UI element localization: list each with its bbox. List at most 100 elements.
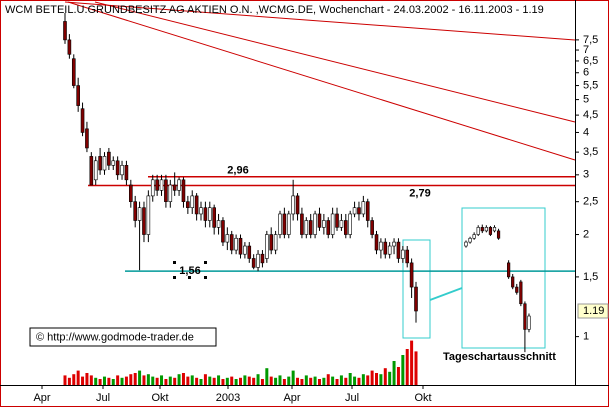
volume-bar — [186, 376, 190, 385]
volume-bar — [296, 377, 300, 385]
y-tick-label: 4,5 — [583, 109, 598, 121]
candle-body — [80, 108, 85, 133]
volume-bar — [278, 375, 282, 385]
volume-bar — [72, 374, 76, 385]
volume-bar — [155, 377, 159, 385]
last-price-box — [577, 303, 609, 319]
trend-line — [64, 1, 576, 41]
candle-body — [374, 234, 379, 251]
volume-bar — [133, 373, 137, 385]
candle-body — [251, 258, 256, 268]
y-tick-label: 5,5 — [583, 79, 598, 91]
candle-body — [172, 184, 177, 191]
candle-body — [212, 207, 216, 228]
volume-bar — [260, 379, 264, 385]
volume-bar — [291, 370, 295, 385]
volume-bar — [344, 377, 348, 385]
volume-bar — [164, 379, 168, 385]
volume-bar — [357, 377, 361, 385]
volume-bar — [98, 379, 102, 385]
candle-body — [361, 201, 366, 215]
candle-body — [133, 201, 137, 221]
candle-body — [186, 201, 190, 208]
volume-bar — [63, 375, 67, 385]
volume-bar — [388, 371, 392, 385]
volume-bar — [370, 370, 374, 385]
volume-bar — [243, 375, 247, 385]
volume-bar — [89, 375, 93, 385]
candle-body — [488, 227, 493, 235]
candle-body — [383, 241, 388, 255]
volume-bar — [410, 340, 414, 385]
volume-bar — [287, 376, 291, 385]
candle-body — [480, 227, 484, 232]
candle-body — [155, 179, 159, 191]
x-tick-label: Jul — [96, 392, 110, 404]
candle-body — [76, 85, 80, 106]
candle-body — [124, 165, 129, 181]
candle-body — [472, 234, 476, 239]
candle-body — [308, 220, 313, 235]
volume-bar — [361, 374, 365, 385]
candle-body — [357, 207, 361, 215]
volume-bar — [138, 370, 142, 385]
candle-body — [286, 213, 291, 235]
volume-bar — [81, 376, 85, 385]
volume-bar — [331, 376, 335, 385]
y-tick-label: 3,5 — [583, 146, 598, 158]
y-tick-label: 6,5 — [583, 55, 598, 67]
volume-bar — [230, 376, 234, 385]
y-tick-label: 7,5 — [583, 34, 598, 46]
candle-body — [370, 220, 374, 235]
candle-body — [343, 220, 348, 235]
candle-body — [225, 234, 230, 243]
volume-bar — [401, 355, 405, 385]
candle-body — [379, 241, 383, 251]
candle-body — [115, 160, 120, 176]
candle-body — [330, 213, 335, 235]
x-tick-label: Apr — [33, 392, 50, 404]
volume-bar — [142, 375, 146, 385]
candle-body — [405, 249, 410, 264]
y-tick-label: 5 — [583, 94, 589, 106]
candle-body — [282, 213, 287, 235]
candle-body — [216, 220, 221, 228]
candle-body — [265, 234, 269, 259]
volume-bar — [160, 375, 164, 385]
candle-body — [269, 234, 274, 251]
volume-bar — [111, 379, 115, 385]
volume-bar — [322, 377, 326, 385]
y-tick-label: 4 — [583, 126, 589, 138]
candle-body — [387, 245, 392, 255]
candle-body — [181, 179, 186, 202]
volume-bar — [256, 374, 260, 385]
candle-body — [71, 58, 76, 86]
candle-body — [107, 151, 111, 166]
volume-bar — [212, 377, 216, 385]
x-tick-label: Okt — [414, 392, 431, 404]
candle-body — [527, 315, 531, 330]
volume-bar — [383, 368, 387, 385]
volume-bar — [309, 377, 313, 385]
volume-bar — [335, 379, 339, 385]
volume-bar — [151, 376, 155, 385]
candle-body — [129, 184, 133, 202]
volume-bar — [265, 368, 269, 385]
volume-bar — [76, 370, 80, 385]
candle-body — [85, 128, 89, 149]
candle-body — [414, 286, 418, 312]
candle-body — [159, 179, 164, 191]
volume-bar — [405, 349, 409, 385]
candle-body — [247, 245, 252, 259]
selection-handles — [173, 261, 207, 279]
volume-bar — [208, 376, 212, 385]
candle-body — [322, 220, 326, 228]
candle-body — [168, 184, 173, 202]
candle-body — [317, 213, 322, 228]
volume-bar — [168, 376, 172, 385]
volume-bar — [173, 377, 177, 385]
volume-bar — [239, 377, 242, 385]
volume-bar — [304, 375, 308, 385]
volume-bar — [107, 377, 111, 385]
